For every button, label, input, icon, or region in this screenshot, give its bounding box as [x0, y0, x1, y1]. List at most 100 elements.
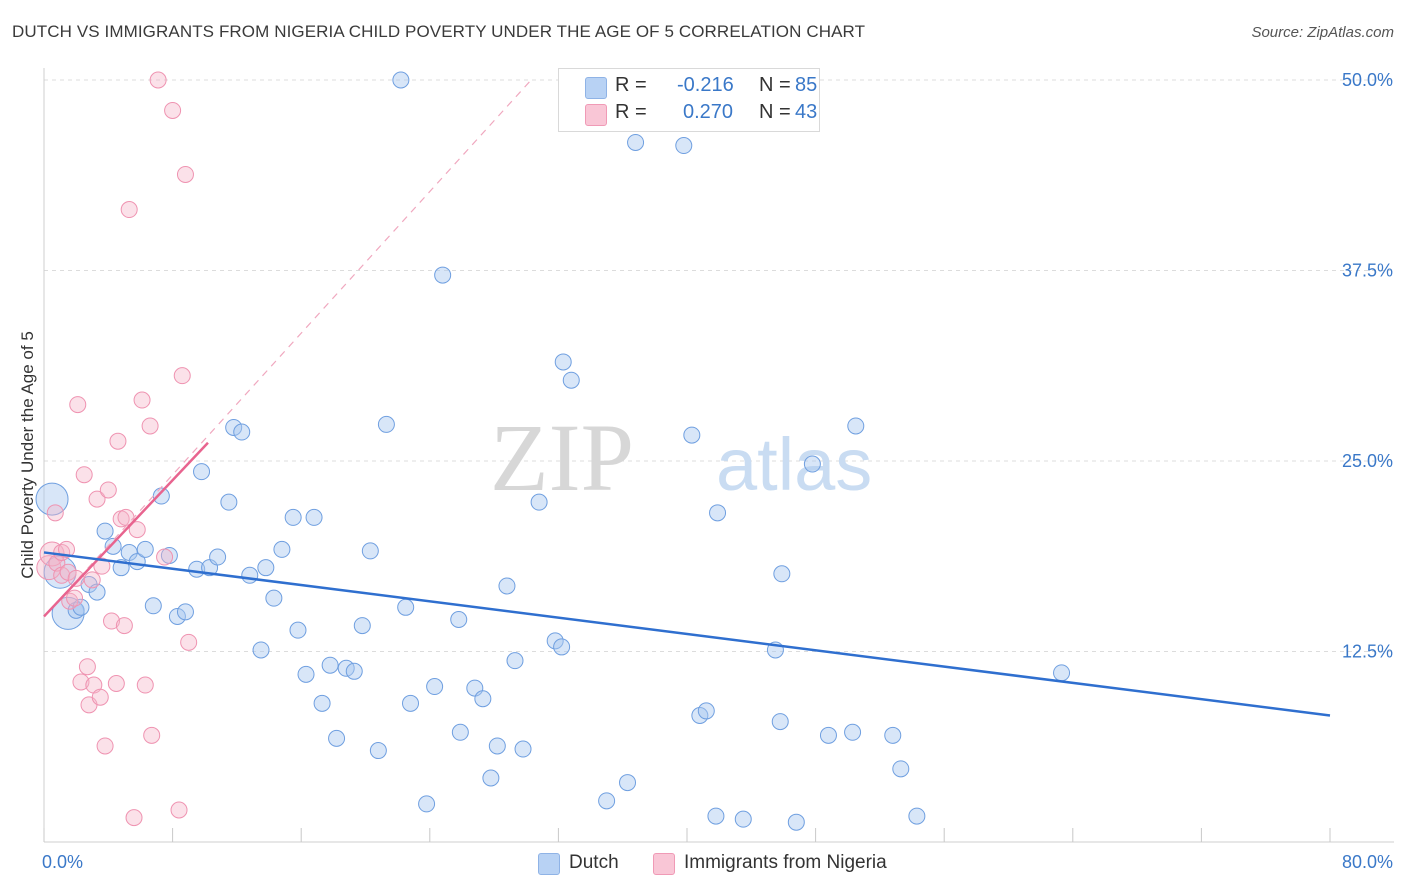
stats-legend: R = -0.216 N = 85 R = 0.270 N = 43	[558, 68, 820, 132]
nigeria-point	[46, 504, 64, 522]
dutch-point	[514, 740, 532, 758]
legend-item-nigeria[interactable]: Immigrants from Nigeria	[653, 852, 913, 876]
dutch-point	[554, 353, 572, 371]
nigeria-point	[72, 673, 90, 691]
nigeria-point	[133, 391, 151, 409]
dutch-point	[257, 559, 275, 577]
nigeria-point	[88, 490, 106, 508]
dutch-point	[96, 522, 114, 540]
dutch-point	[498, 577, 516, 595]
nigeria-swatch	[585, 104, 607, 126]
dutch-point	[289, 621, 307, 639]
nigeria-point	[91, 688, 109, 706]
dutch-point	[627, 133, 645, 151]
dutch-point	[284, 508, 302, 526]
dutch-point	[675, 137, 693, 155]
dutch-point	[402, 694, 420, 712]
dutch-point	[241, 566, 259, 584]
dutch-point	[1053, 664, 1071, 682]
dutch-point	[361, 542, 379, 560]
y-tick-label: 12.5%	[1342, 642, 1393, 662]
watermark-atlas: atlas	[716, 423, 872, 506]
nigeria-point	[83, 571, 101, 589]
legend-label-dutch: Dutch	[569, 852, 619, 873]
dutch-point	[884, 726, 902, 744]
dutch-point	[819, 726, 837, 744]
r-label: R =	[615, 101, 647, 123]
dutch-point	[168, 607, 186, 625]
dutch-point	[773, 565, 791, 583]
nigeria-point	[136, 676, 154, 694]
dutch-point	[426, 678, 444, 696]
dutch-point	[353, 617, 371, 635]
dutch-point	[252, 641, 270, 659]
dutch-point	[506, 652, 524, 670]
dutch-point	[803, 455, 821, 473]
dutch-point	[562, 371, 580, 389]
nigeria-point	[75, 466, 93, 484]
dutch-point	[546, 632, 564, 650]
dutch-point	[377, 415, 395, 433]
legend-item-dutch[interactable]: Dutch	[538, 852, 638, 876]
r-value: -0.216	[677, 74, 734, 96]
dutch-point	[451, 723, 469, 741]
y-tick-label: 25.0%	[1342, 451, 1393, 471]
dutch-point	[553, 638, 571, 656]
dutch-point	[104, 537, 122, 555]
dutch-point	[844, 723, 862, 741]
dutch-point	[225, 418, 243, 436]
nigeria-trend-line	[43, 441, 209, 618]
nigeria-point	[66, 589, 84, 607]
dutch-point	[434, 266, 452, 284]
nigeria-point	[61, 592, 79, 610]
nigeria-point	[141, 417, 159, 435]
dutch-point	[709, 504, 727, 522]
y-axis-label: Child Poverty Under the Age of 5	[18, 331, 37, 579]
dutch-point	[144, 597, 162, 615]
dutch-point	[787, 813, 805, 831]
y-tick-labels: 12.5% 25.0% 37.5% 50.0%	[1342, 70, 1393, 662]
n-label: N =	[759, 101, 791, 123]
dutch-point	[450, 610, 468, 628]
trend-lines	[43, 79, 1331, 717]
dutch-point	[136, 540, 154, 558]
legend-label-nigeria: Immigrants from Nigeria	[684, 852, 887, 873]
dutch-point	[345, 662, 363, 680]
dutch-point	[193, 463, 211, 481]
nigeria-point	[170, 801, 188, 819]
nigeria-point	[143, 726, 161, 744]
y-tick-label: 50.0%	[1342, 70, 1393, 90]
dutch-point	[321, 656, 339, 674]
nigeria-point	[164, 101, 182, 119]
axes	[43, 68, 1394, 843]
nigeria-point	[120, 201, 138, 219]
nigeria-point	[93, 557, 111, 575]
dutch-point	[392, 71, 410, 89]
nigeria-point	[173, 367, 191, 385]
dutch-point	[209, 548, 227, 566]
nigeria-point	[78, 658, 96, 676]
dutch-legend-swatch	[538, 853, 560, 875]
watermark-zip: ZIP	[490, 404, 634, 511]
nigeria-point	[99, 481, 117, 499]
dutch-point	[313, 694, 331, 712]
nigeria-point	[149, 71, 167, 89]
nigeria-point	[103, 612, 121, 630]
dutch-point	[683, 426, 701, 444]
nigeria-point	[107, 675, 125, 693]
dutch-point	[233, 423, 251, 441]
n-value: 43	[795, 101, 818, 123]
watermark: ZIP atlas	[490, 404, 872, 511]
dutch-point	[273, 540, 291, 558]
nigeria-point	[125, 809, 143, 827]
dutch-point	[176, 603, 194, 621]
dutch-point	[265, 589, 283, 607]
n-value: 85	[795, 74, 818, 96]
dutch-point	[474, 690, 492, 708]
nigeria-point	[109, 432, 127, 450]
dutch-point	[482, 769, 500, 787]
dutch-point	[619, 774, 637, 792]
dutch-point	[697, 702, 715, 720]
nigeria-point	[180, 633, 198, 651]
